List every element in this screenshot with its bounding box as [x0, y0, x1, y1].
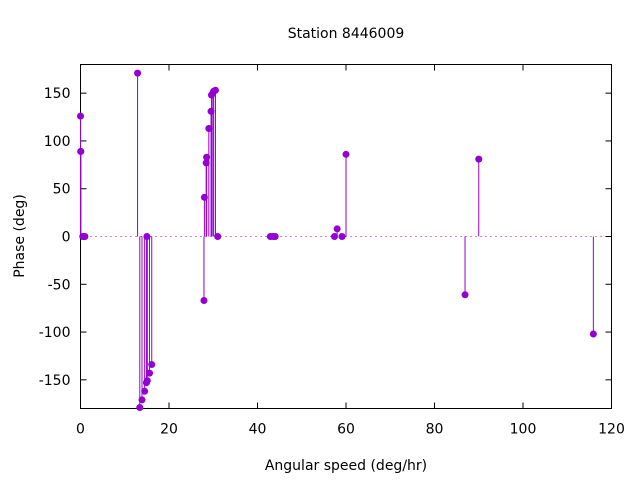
x-tick-label: 80 [426, 422, 444, 438]
data-point [200, 297, 208, 305]
y-tick-label: -100 [39, 325, 71, 341]
x-tick-label: 100 [510, 422, 537, 438]
axis-ticks: 0 20 40 60 80 100 120 -150 -100 -50 0 50 100 150 [39, 64, 625, 438]
data-point [271, 233, 279, 240]
chart-title: Station 8446009 [288, 26, 405, 42]
data-point [148, 361, 156, 369]
y-tick-label: 100 [44, 134, 71, 150]
data-point [146, 369, 154, 377]
x-tick-label: 120 [598, 422, 625, 438]
data-point [475, 155, 483, 163]
data-point [77, 147, 85, 155]
data-point [333, 225, 341, 233]
data-point [461, 291, 469, 299]
data-point [81, 233, 89, 240]
data-marks [77, 69, 597, 412]
y-tick-label: 0 [62, 230, 71, 246]
y-tick-label: 50 [53, 182, 71, 198]
data-point [342, 150, 350, 158]
y-axis-label: Phase (deg) [12, 194, 28, 278]
data-point [330, 233, 338, 240]
data-point [211, 86, 219, 94]
data-point [143, 377, 151, 385]
data-point [77, 112, 84, 120]
y-tick-label: -50 [48, 277, 71, 293]
y-tick-label: -150 [39, 373, 71, 389]
x-tick-label: 40 [249, 422, 267, 438]
data-point [138, 396, 146, 404]
data-point [134, 69, 142, 77]
data-point [589, 330, 597, 338]
data-point [136, 404, 144, 412]
data-point [338, 233, 346, 240]
y-tick-label: 150 [44, 86, 71, 102]
x-axis-label: Angular speed (deg/hr) [265, 458, 427, 474]
x-tick-label: 20 [160, 422, 178, 438]
x-tick-label: 60 [337, 422, 355, 438]
data-point [141, 387, 149, 395]
data-point [214, 233, 222, 240]
x-tick-label: 0 [76, 422, 85, 438]
